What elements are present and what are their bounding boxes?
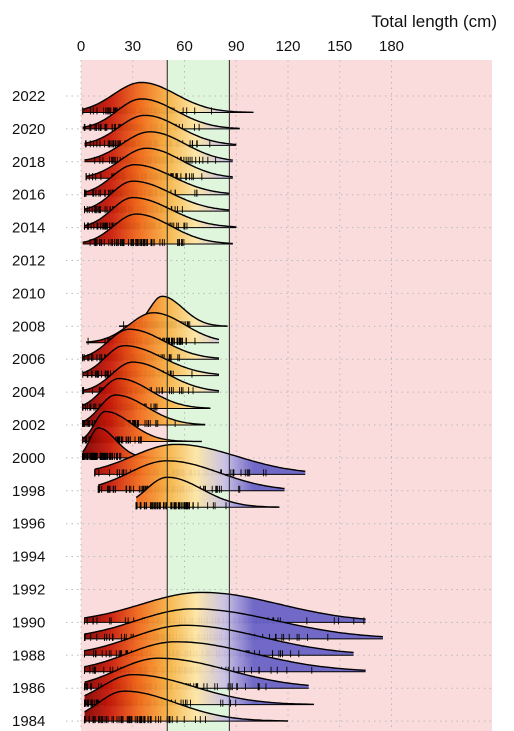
y-tick-label: 1988 xyxy=(12,647,45,664)
ridge-2013 xyxy=(82,213,233,247)
ridge-outline xyxy=(84,608,383,638)
ridge-fill xyxy=(82,427,185,458)
y-tick-label: 2000 xyxy=(12,450,45,467)
y-tick-label: 1990 xyxy=(12,614,45,631)
y-tick-label: 2010 xyxy=(12,285,45,302)
y-tick-label: 2012 xyxy=(12,253,45,270)
ridge-outline xyxy=(98,460,285,490)
ridge-outline xyxy=(82,81,254,113)
ridge-fill xyxy=(82,345,219,376)
ridge-outline xyxy=(84,657,309,687)
ridge-outline xyxy=(82,377,211,409)
ridge-outline xyxy=(84,114,237,146)
y-tick-label: 1996 xyxy=(12,516,45,533)
ridge-outline xyxy=(82,328,220,359)
ridge-outline xyxy=(84,180,230,211)
y-tick-label: 2018 xyxy=(12,154,45,171)
x-tick-label: 180 xyxy=(379,38,404,55)
y-tick-label: 2006 xyxy=(12,351,45,368)
y-tick-label: 1986 xyxy=(12,680,45,697)
x-tick-label: 120 xyxy=(275,38,300,55)
ridge-outline xyxy=(84,591,366,620)
ridge-outline xyxy=(84,624,354,654)
y-tick-label: 2004 xyxy=(12,384,45,401)
x-tick-label: 90 xyxy=(228,38,245,55)
ridge-fill xyxy=(84,131,233,162)
ridge-outline xyxy=(84,641,366,671)
y-tick-label: 2002 xyxy=(12,417,45,434)
y-tick-label: 2008 xyxy=(12,318,45,335)
y-tick-label: 1984 xyxy=(12,713,45,730)
ridge-outline xyxy=(94,443,306,472)
ridge-1984 xyxy=(83,690,288,724)
ridge-fill xyxy=(84,115,237,146)
x-tick-label: 150 xyxy=(327,38,352,55)
y-tick-label: 2022 xyxy=(12,88,45,105)
ridge-outline xyxy=(84,690,288,722)
ridge-outline xyxy=(135,476,280,508)
x-tick-label: 60 xyxy=(176,38,193,55)
ridge-outline xyxy=(82,213,233,245)
ridges xyxy=(82,60,383,731)
ridge-outline xyxy=(82,98,240,130)
ridge-outline xyxy=(84,674,314,705)
x-axis-title: Total length (cm) xyxy=(371,12,497,31)
y-tick-label: 1998 xyxy=(12,483,45,500)
ridge-outline xyxy=(84,164,230,195)
y-tick-label: 2016 xyxy=(12,187,45,204)
y-tick-label: 1992 xyxy=(12,582,45,599)
labels: 0 30 60 90 120 150 180 2022 2020 2018 2016 2014 2012… xyxy=(12,38,404,730)
ridge-outline xyxy=(82,345,220,375)
ridge-outline xyxy=(82,394,206,426)
ridge-outline xyxy=(86,147,233,178)
ridge-outline xyxy=(82,361,220,392)
y-tick-label: 2014 xyxy=(12,220,45,237)
ridge-fill xyxy=(82,98,240,129)
ridge-outline xyxy=(84,131,233,161)
ridge-1997 xyxy=(135,476,280,510)
ridge-fill xyxy=(84,691,288,722)
ridge-outline xyxy=(84,196,237,228)
y-tick-label: 2020 xyxy=(12,121,45,138)
ridge-fill xyxy=(98,460,285,491)
ridge-fill xyxy=(82,411,202,442)
x-tick-label: 30 xyxy=(124,38,141,55)
y-tick-label: 1994 xyxy=(12,549,45,566)
ridge-outline xyxy=(86,312,220,343)
x-tick-label: 0 xyxy=(77,38,85,55)
